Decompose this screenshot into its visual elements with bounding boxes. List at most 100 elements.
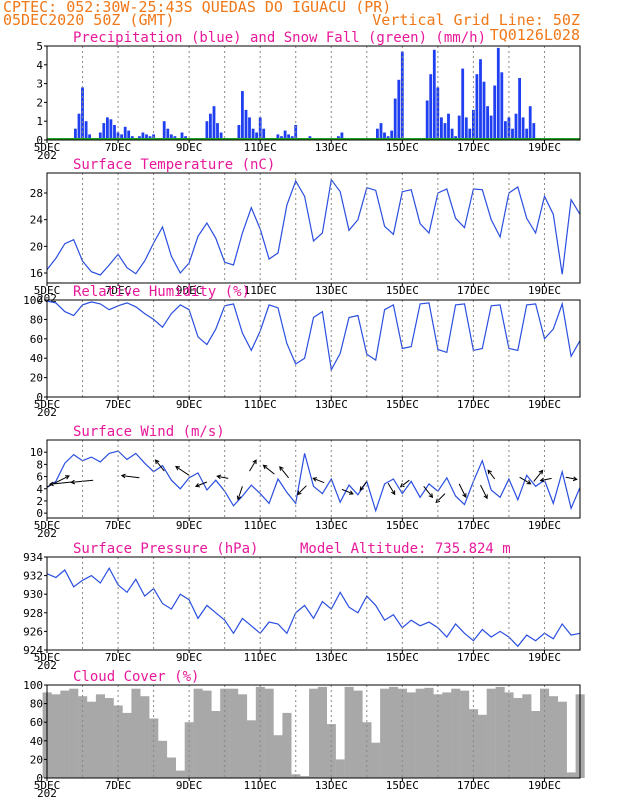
cloud-bar	[264, 688, 274, 778]
y-tick-label: 4	[36, 483, 43, 496]
cloud-bar	[513, 698, 523, 778]
x-tick-label: 13DEC	[315, 779, 348, 792]
precip-bar	[145, 134, 148, 140]
cloud-bar	[469, 709, 479, 778]
wind-arrow	[539, 477, 552, 483]
cloud-bar	[104, 698, 114, 778]
precip-bar	[461, 68, 465, 140]
cloud-bar	[60, 690, 70, 778]
panel-frame	[46, 439, 581, 519]
precip-bar	[525, 128, 529, 140]
y-tick-label: 60	[30, 333, 43, 346]
precip-bar	[169, 134, 173, 140]
precip-bar	[521, 117, 525, 140]
x-tick-label: 11DEC	[244, 284, 277, 297]
panel-title: Cloud Cover (%)	[73, 669, 199, 685]
precip-bar	[400, 51, 404, 140]
y-tick-label: 3	[36, 78, 43, 91]
y-tick-label: 40	[30, 352, 43, 365]
x-tick-label: 17DEC	[457, 779, 490, 792]
precip-bar	[248, 117, 251, 140]
precip-bar	[340, 132, 344, 140]
precip-bar	[244, 109, 248, 140]
wind-arrow	[236, 486, 243, 501]
x-tick-label: 5DEC	[34, 519, 61, 532]
panel-title: Surface Wind (m/s)	[73, 424, 225, 440]
precip-bar	[98, 132, 102, 140]
precip-bar	[468, 128, 472, 140]
cloud-bar	[140, 696, 150, 778]
y-tick-label: 28	[30, 187, 43, 200]
wind-arrow	[423, 485, 434, 499]
panel-frame	[46, 172, 581, 284]
cloud-bar	[495, 686, 505, 778]
cloud-bar	[87, 701, 97, 778]
x-tick-label: 11DEC	[244, 779, 277, 792]
cloud-bar	[309, 688, 319, 778]
header-model-code: TQ0126L028	[490, 26, 580, 44]
panel-subtitle: Model Altitude: 735.824 m	[300, 541, 511, 557]
cloud-bar	[149, 718, 159, 778]
y-tick-label: 10	[30, 446, 43, 459]
panel-title: Surface Temperature (nC)	[73, 157, 275, 173]
precip-bar	[489, 115, 493, 140]
y-tick-label: 932	[23, 570, 43, 583]
precip-bar	[425, 100, 429, 140]
y-tick-label: 5	[36, 40, 43, 53]
precip-bar	[500, 72, 504, 140]
precip-bar	[379, 123, 383, 140]
precip-bar	[120, 134, 123, 140]
precip-bar	[528, 106, 532, 140]
precip-bar	[475, 74, 479, 140]
precip-bar	[507, 117, 511, 140]
cloud-bar	[548, 696, 558, 778]
x-tick-label: 15DEC	[386, 284, 419, 297]
cloud-bar	[95, 694, 105, 778]
wind-arrow	[154, 459, 165, 472]
x-tick-label: 13DEC	[315, 141, 348, 154]
precip-bar	[504, 121, 507, 140]
precip-bar	[376, 128, 379, 140]
x-tick-label: 11DEC	[244, 398, 277, 411]
cloud-bar	[282, 712, 292, 778]
cloud-bar	[175, 770, 185, 778]
wind-arrow	[487, 469, 496, 480]
wind-arrow	[296, 485, 307, 496]
cloud-bar	[335, 759, 345, 778]
cloud-bar	[69, 688, 79, 778]
y-tick-label: 20	[30, 372, 43, 385]
wind-arrow	[312, 477, 325, 484]
precip-bar	[141, 132, 145, 140]
x-tick-label: 13DEC	[315, 651, 348, 664]
year-stub: 202	[37, 149, 57, 162]
precip-bar	[532, 123, 536, 140]
wind-arrow	[565, 476, 578, 482]
precip-bar	[518, 78, 521, 140]
precip-bar	[514, 113, 518, 140]
precip-bar	[258, 117, 262, 140]
wind-arrow	[359, 481, 368, 492]
wind-arrow	[194, 481, 208, 488]
precip-bar	[209, 113, 212, 140]
humidity-line	[46, 300, 581, 372]
panel-1: 16 20 24 28 5DEC 7DEC 9DEC 11DEC 13DEC 15DEC 17DEC…	[30, 157, 581, 305]
x-tick-label: 9DEC	[176, 398, 203, 411]
x-tick-label: 9DEC	[176, 141, 203, 154]
y-tick-label: 100	[23, 294, 43, 307]
panel-4: 924 926 928 930 932 934 5DEC 7DEC 9DEC 11DEC 13DEC…	[23, 541, 581, 672]
x-tick-label: 9DEC	[176, 779, 203, 792]
cloud-bar	[51, 694, 61, 778]
cloud-bar	[246, 720, 256, 778]
x-tick-label: 9DEC	[176, 284, 203, 297]
wind-arrow	[533, 469, 544, 482]
x-tick-label: 9DEC	[176, 519, 203, 532]
wind-speed-line	[46, 450, 581, 513]
cloud-bar	[202, 690, 212, 778]
wind-arrow	[458, 483, 467, 499]
cloud-bar	[415, 688, 425, 778]
year-stub: 202	[37, 527, 57, 540]
precip-bar	[251, 128, 255, 140]
precip-bar	[123, 126, 127, 140]
